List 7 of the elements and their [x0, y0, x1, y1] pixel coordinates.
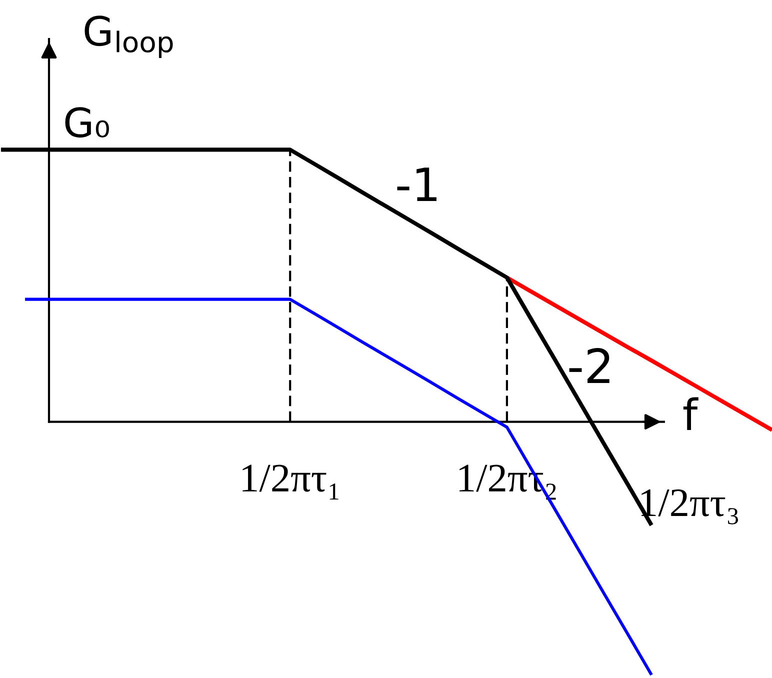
x-tick-label: 1/2πτ₁ [242, 464, 338, 500]
x-axis-title: f [683, 397, 698, 430]
y-axis-title: G$_{loop}$ [84, 16, 173, 58]
annotation: -2 [569, 348, 610, 383]
annotation: -1 [397, 168, 436, 201]
annotation: 1/2πτ₃ [642, 489, 738, 524]
text: G₀ [65, 107, 109, 138]
